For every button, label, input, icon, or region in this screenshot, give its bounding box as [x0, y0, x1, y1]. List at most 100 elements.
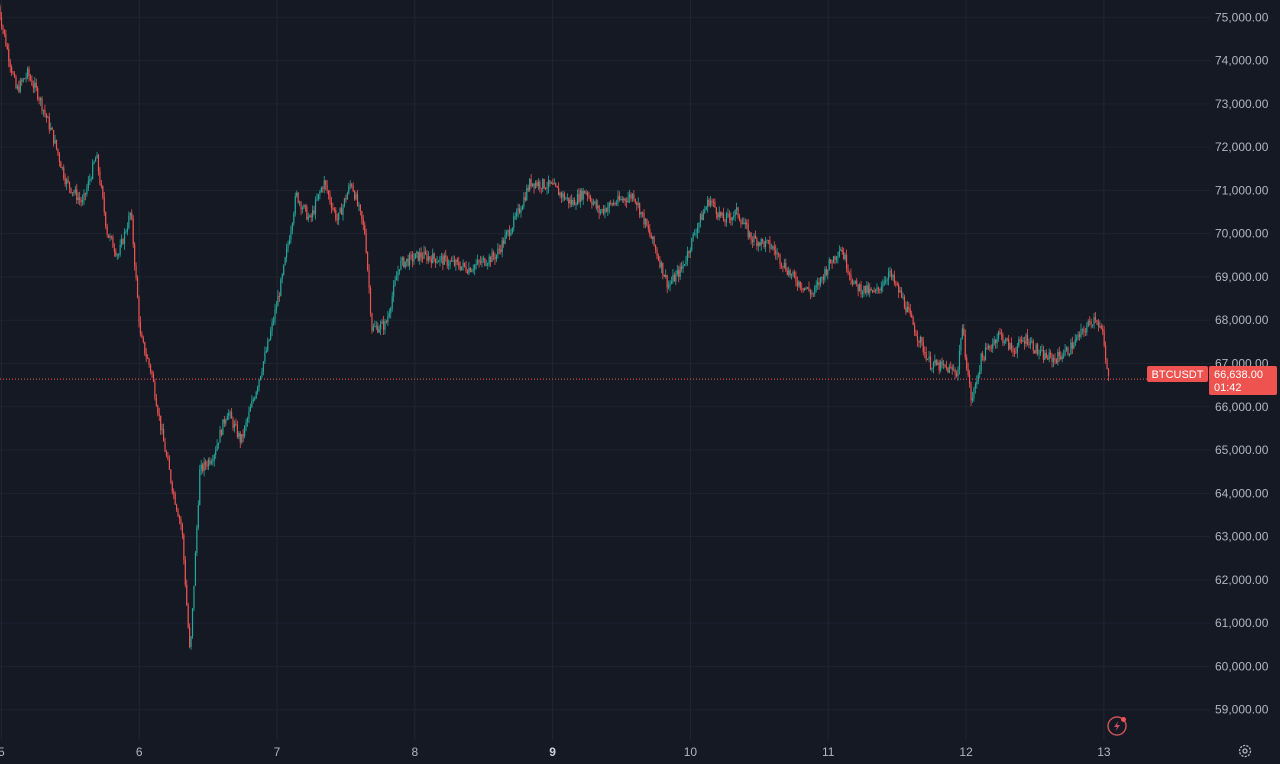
time-tick-label: 7: [274, 745, 281, 759]
candle-body: [501, 240, 503, 252]
candle-body: [741, 223, 743, 224]
candle-body: [766, 240, 768, 241]
candle-body: [106, 226, 108, 235]
candle-body: [921, 337, 923, 342]
candle-body: [177, 510, 179, 517]
candle-body: [526, 188, 528, 201]
candle-body: [1090, 321, 1092, 325]
candle-body: [230, 412, 233, 419]
candle-body: [119, 244, 121, 255]
candle-body: [300, 202, 302, 210]
candle-body: [786, 270, 788, 275]
candle-body: [1074, 339, 1076, 346]
candle-body: [641, 211, 644, 214]
candle-body: [514, 216, 516, 218]
candle-body: [903, 296, 906, 308]
candle-body: [479, 261, 482, 264]
candle-body: [618, 195, 621, 200]
candle-body: [401, 257, 403, 261]
candle-body: [68, 181, 71, 188]
candle-body: [770, 247, 772, 249]
candle-body: [510, 232, 512, 236]
candle-body: [870, 288, 872, 290]
candle-body: [487, 263, 489, 265]
candle-body: [1038, 353, 1040, 355]
candle-body: [484, 258, 486, 266]
candle-body: [533, 183, 535, 188]
lightning-icon[interactable]: [1107, 716, 1127, 736]
last-price-label: 66,638.00: [1214, 369, 1263, 381]
price-tick-label: 68,000.00: [1215, 313, 1269, 327]
candle-body: [779, 254, 781, 265]
candle-body: [245, 421, 247, 427]
candle-body: [571, 199, 573, 205]
candle-body: [1057, 351, 1059, 363]
candle-body: [556, 186, 558, 188]
candle-body: [536, 182, 538, 186]
time-tick-label: 12: [959, 745, 973, 759]
candle-body: [780, 264, 783, 267]
candle-body: [1077, 334, 1079, 338]
candle-body: [34, 82, 36, 88]
candle-body: [808, 287, 810, 291]
candle-body: [683, 264, 686, 266]
candle-body: [209, 459, 211, 464]
candle-body: [654, 245, 657, 250]
candle-body: [157, 406, 159, 414]
candle-body: [546, 187, 548, 189]
candle-body: [367, 252, 369, 270]
candle-body: [272, 320, 275, 323]
time-tick-label: 13: [1097, 745, 1111, 759]
candle-body: [79, 197, 81, 200]
candle-body: [187, 605, 189, 628]
candle-body: [1045, 352, 1047, 358]
candle-body: [372, 326, 375, 331]
candle-body: [183, 534, 185, 560]
candle-body: [938, 362, 940, 371]
candle-body: [911, 313, 913, 318]
candle-body: [355, 194, 357, 200]
candle-body: [0, 17, 3, 27]
candle-body: [668, 285, 670, 288]
candle-body: [8, 49, 10, 62]
candle-body: [1064, 349, 1066, 356]
candle-body: [1091, 324, 1094, 326]
candle-body: [22, 78, 24, 82]
candle-body: [834, 256, 836, 260]
candle-body: [714, 201, 716, 208]
candle-body: [696, 227, 699, 234]
candle-body: [1065, 347, 1068, 350]
candle-body: [381, 321, 383, 324]
candle-body: [633, 194, 635, 200]
gear-icon[interactable]: [1238, 744, 1252, 758]
candle-body: [107, 234, 110, 238]
candle-body: [223, 419, 225, 424]
candle-body: [313, 210, 315, 214]
candle-body: [342, 205, 344, 215]
candle-body: [371, 313, 373, 331]
candle-body: [167, 455, 169, 460]
candle-body: [64, 178, 66, 185]
time-axis[interactable]: 5 6 7 8 9 10 11 12 13: [0, 745, 1111, 759]
candle-body: [504, 235, 506, 244]
candle-body: [173, 491, 175, 494]
candle-body: [38, 98, 40, 101]
candle-body: [919, 337, 921, 343]
candle-body: [1041, 349, 1043, 351]
candle-body: [393, 285, 395, 297]
candle-body: [908, 306, 910, 310]
price-tick-label: 62,000.00: [1215, 573, 1269, 587]
candle-body: [845, 254, 848, 269]
candle-body: [586, 192, 589, 197]
candle-body: [568, 197, 570, 204]
candle-body: [304, 205, 306, 207]
candle-body: [254, 398, 256, 400]
candle-body: [435, 258, 437, 263]
candle-body: [123, 231, 126, 244]
candle-body: [310, 215, 312, 218]
candle-body: [348, 185, 350, 194]
candle-body: [83, 193, 85, 201]
candle-body: [71, 192, 74, 194]
candle-body: [168, 459, 170, 470]
